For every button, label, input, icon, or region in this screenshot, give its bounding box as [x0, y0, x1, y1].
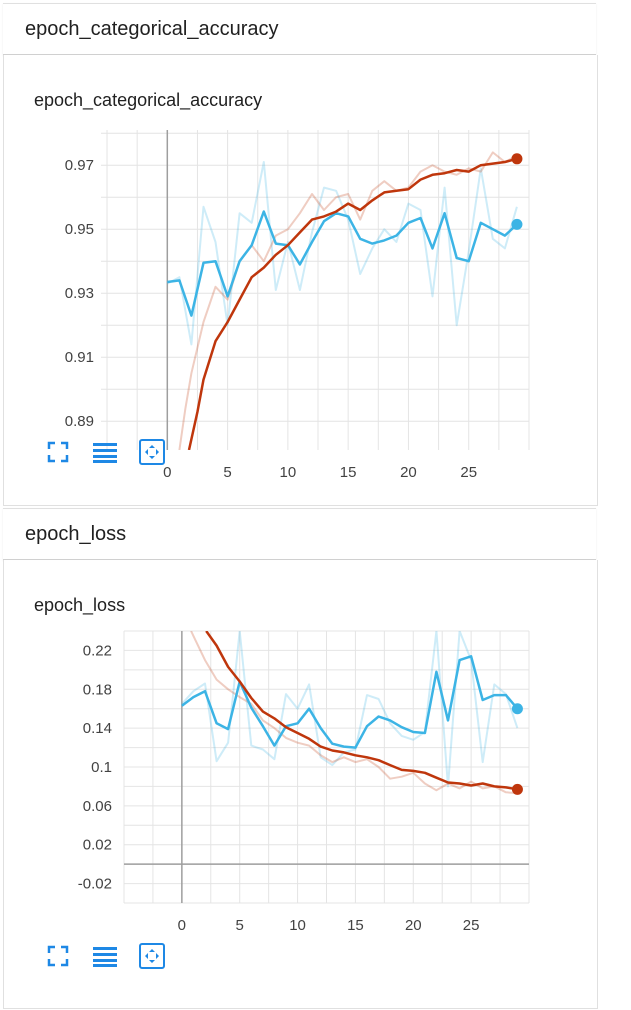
series-line-smoothed	[205, 631, 518, 791]
plot-area	[181, 631, 519, 795]
x-tick-label: 20	[405, 917, 422, 934]
log-scale-icon	[93, 947, 117, 967]
fit-domain-button[interactable]	[138, 942, 166, 970]
series-end-marker	[511, 783, 523, 795]
y-tick-label: -0.02	[78, 876, 112, 893]
y-tick-label: 0.1	[91, 759, 112, 776]
series-line-raw	[166, 161, 518, 346]
y-tick-label: 0.14	[83, 720, 112, 737]
plot-area	[166, 151, 518, 450]
x-tick-label: 20	[400, 464, 417, 481]
x-tick-label: 10	[280, 464, 297, 481]
series-line-raw	[190, 631, 518, 795]
y-tick-label: 0.22	[83, 642, 112, 659]
series-line-smoothed	[181, 655, 519, 749]
y-tick-label: 0.18	[83, 681, 112, 698]
chart-card-accuracy: epoch_categorical_accuracy 0 5 10 15 20 25 0.8…	[3, 55, 598, 506]
grid	[101, 130, 530, 450]
x-tick-label: 15	[347, 917, 364, 934]
loss-chart[interactable]: 0 5 10 15 20 25 -0.02 0.02 0.06 0.1 0.14 0.18 0.22	[4, 628, 594, 998]
chart-title: epoch_categorical_accuracy	[34, 90, 263, 110]
x-tick-label: 5	[223, 464, 231, 481]
x-tick-label: 10	[289, 917, 306, 934]
fit-domain-icon	[139, 943, 165, 969]
section-header-title: epoch_loss	[25, 523, 127, 545]
fullscreen-button[interactable]	[46, 440, 70, 464]
series-line-smoothed	[167, 210, 518, 317]
y-tick-label: 0.06	[83, 798, 112, 815]
y-tick-label: 0.89	[65, 413, 94, 430]
y-tick-label: 0.95	[65, 221, 94, 238]
x-tick-label: 25	[460, 464, 477, 481]
accuracy-chart[interactable]: 0 5 10 15 20 25 0.89 0.91 0.93 0.95 0.97	[4, 120, 594, 490]
section-header-loss[interactable]: epoch_loss	[3, 508, 596, 560]
log-scale-button[interactable]	[92, 944, 117, 968]
section-header-title: epoch_categorical_accuracy	[25, 18, 279, 40]
series-end-marker	[511, 153, 523, 165]
fit-domain-button[interactable]	[138, 438, 166, 466]
log-scale-button[interactable]	[92, 440, 117, 464]
fullscreen-icon	[47, 945, 69, 967]
x-tick-label: 15	[340, 464, 357, 481]
y-tick-label: 0.02	[83, 837, 112, 854]
x-tick-label: 0	[163, 464, 171, 481]
series-line-raw	[181, 631, 519, 788]
series-end-marker	[511, 703, 523, 715]
fit-domain-icon	[139, 439, 165, 465]
chart-title: epoch_loss	[34, 595, 126, 615]
section-header-accuracy[interactable]: epoch_categorical_accuracy	[3, 3, 596, 55]
fullscreen-icon	[47, 441, 69, 463]
x-tick-label: 0	[178, 917, 186, 934]
series-end-marker	[511, 218, 523, 230]
series-line-raw	[178, 151, 518, 450]
y-tick-label: 0.91	[65, 349, 94, 366]
y-tick-label: 0.97	[65, 157, 94, 174]
x-tick-label: 5	[236, 917, 244, 934]
x-tick-label: 25	[463, 917, 480, 934]
log-scale-icon	[93, 443, 117, 463]
grid	[123, 630, 530, 904]
chart-card-loss: epoch_loss 0 5 10 15 20 25 -0.02 0.02 0.06 0.1 0.1…	[3, 560, 598, 1009]
y-tick-label: 0.93	[65, 285, 94, 302]
series-line-smoothed	[187, 157, 518, 450]
fullscreen-button[interactable]	[46, 944, 70, 968]
